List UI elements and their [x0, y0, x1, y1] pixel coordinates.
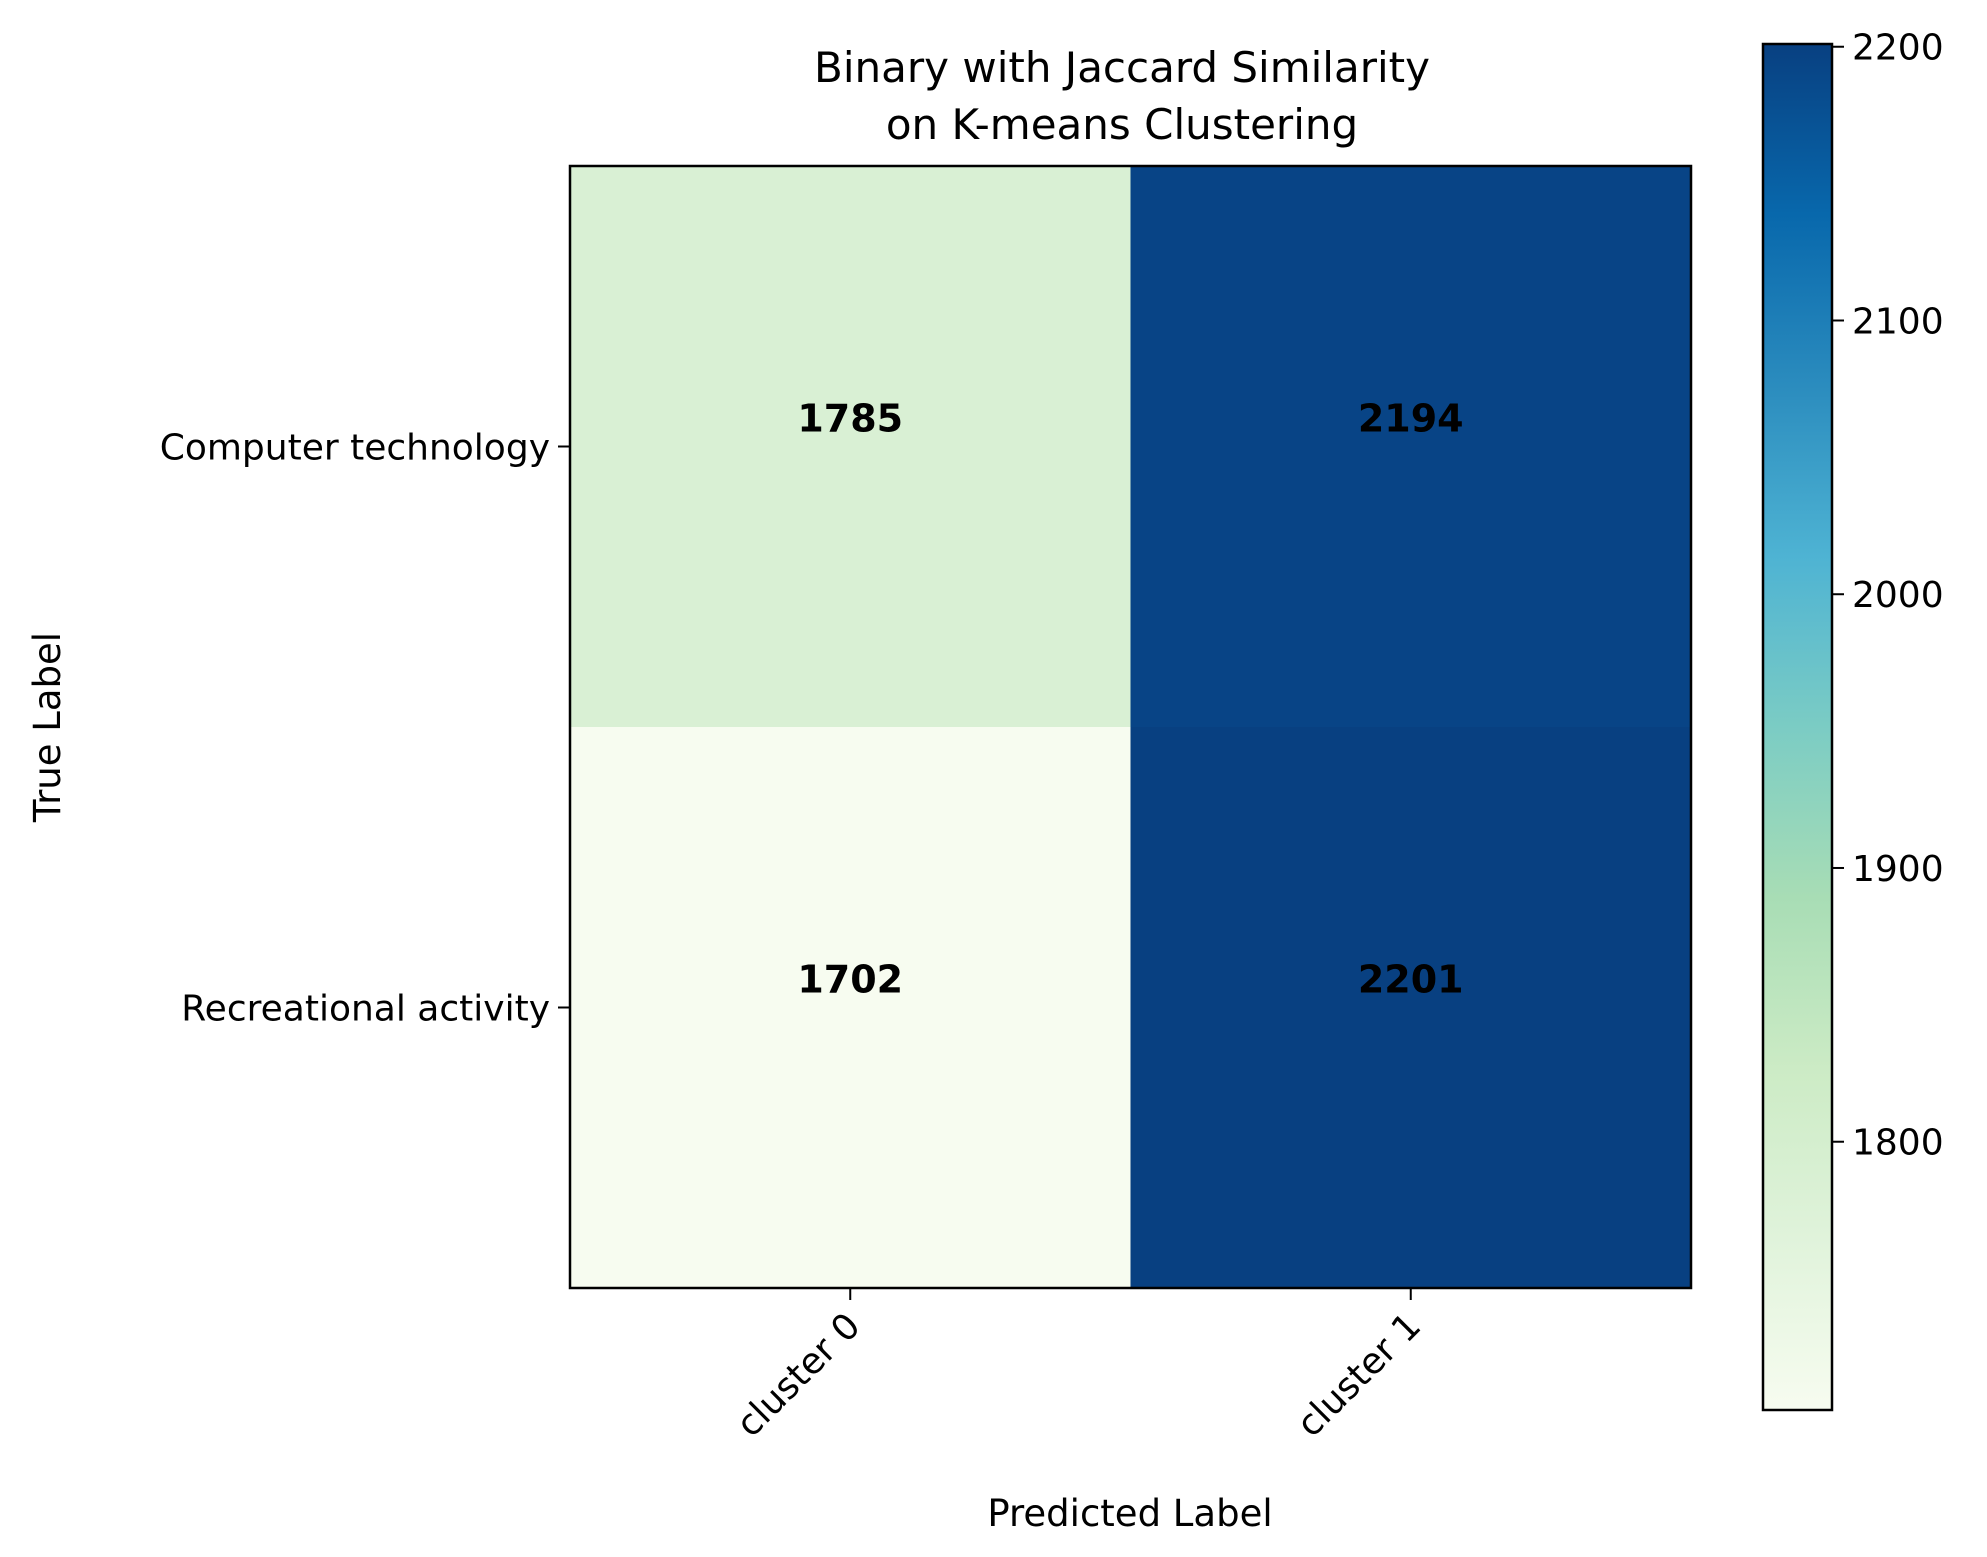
- chart-title-line-2: on K-means Clustering: [886, 100, 1358, 149]
- cell-value-label: 2194: [1358, 397, 1464, 441]
- plot-frame: [568, 164, 1693, 1290]
- heatmap-cell: [570, 727, 1131, 1289]
- heatmap-cell: [1130, 727, 1692, 1289]
- x-tick-label: cluster 1: [1289, 1305, 1429, 1445]
- x-axis-label: Predicted Label: [987, 1492, 1272, 1535]
- colorbar-tick-label: 2100: [1852, 301, 1944, 342]
- y-axis-label: True Label: [26, 632, 69, 823]
- y-tick-label: Computer technology: [160, 428, 550, 469]
- cell-value-label: 2201: [1358, 958, 1464, 1002]
- cell-value-label: 1702: [797, 958, 903, 1002]
- heatmap-cell: [570, 166, 1131, 728]
- colorbar-tick-label: 2000: [1852, 575, 1944, 616]
- colorbar-tick-label: 2200: [1852, 28, 1944, 69]
- x-axis-ticks: cluster 0 cluster 1: [729, 1288, 1429, 1445]
- heatmap-cells: 1785 2194 1702 2201: [570, 166, 1692, 1289]
- chart-title-line-1: Binary with Jaccard Similarity: [814, 43, 1430, 92]
- colorbar-tick-label: 1800: [1852, 1123, 1944, 1164]
- colorbar: [1761, 42, 1834, 1412]
- colorbar-tick-label: 1900: [1852, 849, 1944, 890]
- y-tick-label: Recreational activity: [181, 989, 550, 1030]
- y-axis-ticks: Computer technology Recreational activity: [160, 428, 570, 1030]
- heatmap-cell: [1130, 166, 1692, 728]
- cell-value-label: 1785: [797, 397, 903, 441]
- colorbar-ticks: 1800 1900 2000 2100 2200: [1832, 28, 1944, 1164]
- x-tick-label: cluster 0: [729, 1305, 869, 1445]
